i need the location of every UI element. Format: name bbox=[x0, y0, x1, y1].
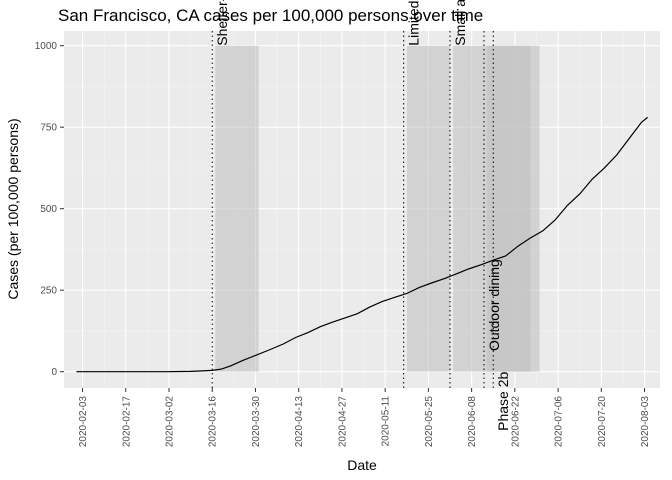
x-tick-label: 2020-03-30 bbox=[251, 396, 262, 448]
x-tick-label: 2020-02-17 bbox=[121, 396, 132, 448]
chart-title: San Francisco, CA cases per 100,000 pers… bbox=[58, 6, 483, 25]
x-tick-label: 2020-04-27 bbox=[337, 396, 348, 448]
x-tick-label: 2020-06-22 bbox=[510, 396, 521, 448]
panel-background bbox=[64, 31, 660, 388]
x-tick-label: 2020-07-06 bbox=[554, 396, 565, 448]
y-tick-label: 250 bbox=[40, 286, 57, 297]
x-tick-label: 2020-03-02 bbox=[165, 396, 176, 448]
y-tick-label: 750 bbox=[40, 123, 57, 134]
event-label: Limited openings bbox=[406, 0, 422, 46]
shaded-period bbox=[496, 45, 540, 372]
event-label: Phase 2b bbox=[495, 371, 511, 430]
x-tick-label: 2020-04-13 bbox=[294, 396, 305, 448]
x-tick-label: 2020-05-11 bbox=[381, 396, 392, 447]
shaded-period bbox=[406, 45, 451, 372]
cases-line bbox=[76, 116, 648, 373]
x-tick-label: 2020-02-03 bbox=[78, 396, 89, 448]
event-label: Shelter-in-place bbox=[214, 0, 230, 46]
plot-panel: Shelter-in-place Limited openings Small ac… bbox=[35, 0, 660, 447]
x-tick-label: 2020-07-20 bbox=[597, 396, 608, 448]
y-axis-title: Cases (per 100,000 persons) bbox=[5, 118, 21, 299]
x-axis-title: Date bbox=[347, 457, 377, 473]
event-label: Small activities bbox=[452, 0, 468, 46]
x-tick-label: 2020-05-25 bbox=[424, 396, 435, 448]
event-label: Outdoor dining bbox=[486, 259, 502, 351]
y-tick-label: 0 bbox=[51, 367, 57, 378]
shaded-period bbox=[215, 45, 259, 372]
y-tick-label: 500 bbox=[40, 204, 57, 215]
x-tick-label: 2020-08-03 bbox=[640, 396, 651, 448]
x-tick-label: 2020-03-16 bbox=[208, 396, 219, 448]
y-tick-label: 1000 bbox=[35, 41, 58, 52]
x-tick-label: 2020-06-08 bbox=[467, 396, 478, 448]
